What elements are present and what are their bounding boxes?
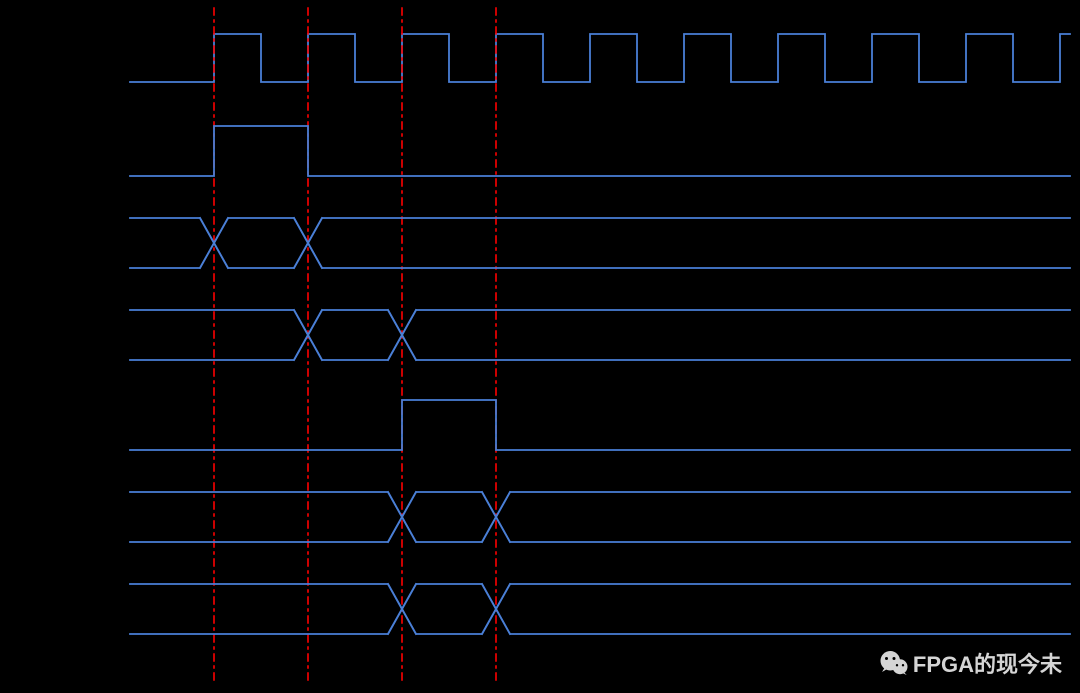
signal-label-b: b <box>20 327 29 344</box>
signal-label-vld_a: vld_a <box>20 143 58 160</box>
signal-label-c: c <box>20 509 28 526</box>
signal-label-vld_b: vld_b <box>20 417 58 434</box>
timing-diagram: clk vld_aa b vld_bc d <box>0 0 1080 693</box>
signal-label-a: a <box>20 235 29 252</box>
signal-label-d: d <box>20 601 29 618</box>
signal-label-clk: clk <box>20 50 41 67</box>
